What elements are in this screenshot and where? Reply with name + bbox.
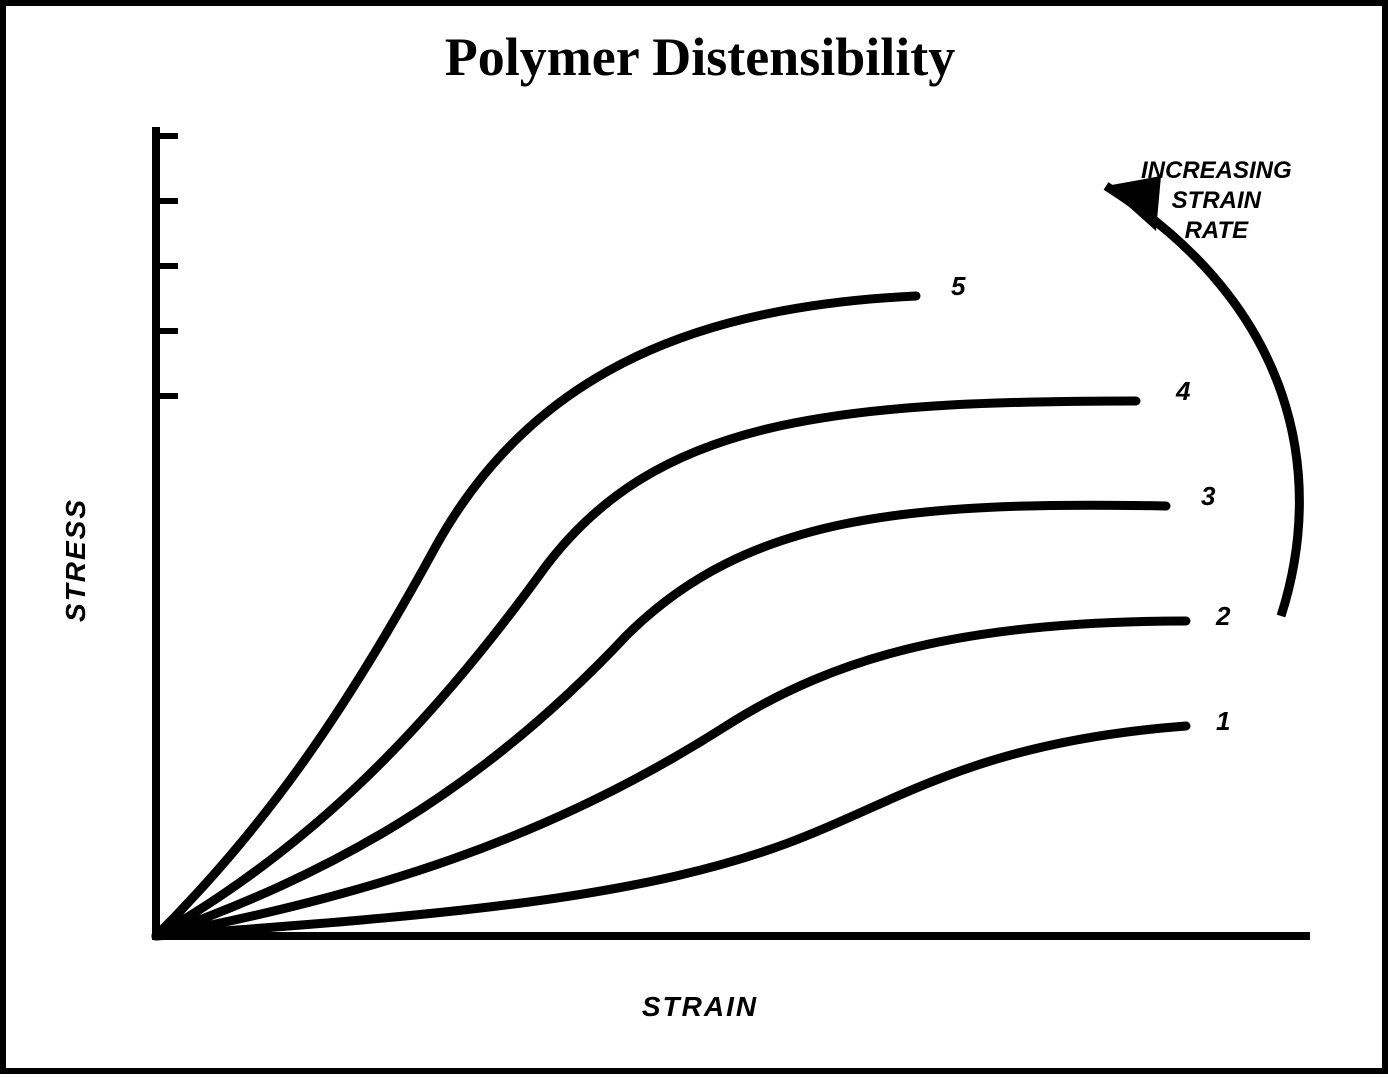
curve-label-2: 2 [1216, 601, 1230, 632]
annotation-line-3: RATE [1185, 217, 1249, 244]
strain-rate-annotation: INCREASING STRAIN RATE [1141, 156, 1292, 246]
curve-label-1: 1 [1216, 706, 1230, 737]
chart-frame: Polymer Distensibility STRESS STRAIN INC… [0, 0, 1388, 1074]
curve-label-3: 3 [1201, 481, 1215, 512]
curve-label-4: 4 [1176, 376, 1190, 407]
curve-label-5: 5 [951, 271, 965, 302]
annotation-line-2: STRAIN [1172, 187, 1261, 214]
annotation-line-1: INCREASING [1141, 157, 1292, 184]
